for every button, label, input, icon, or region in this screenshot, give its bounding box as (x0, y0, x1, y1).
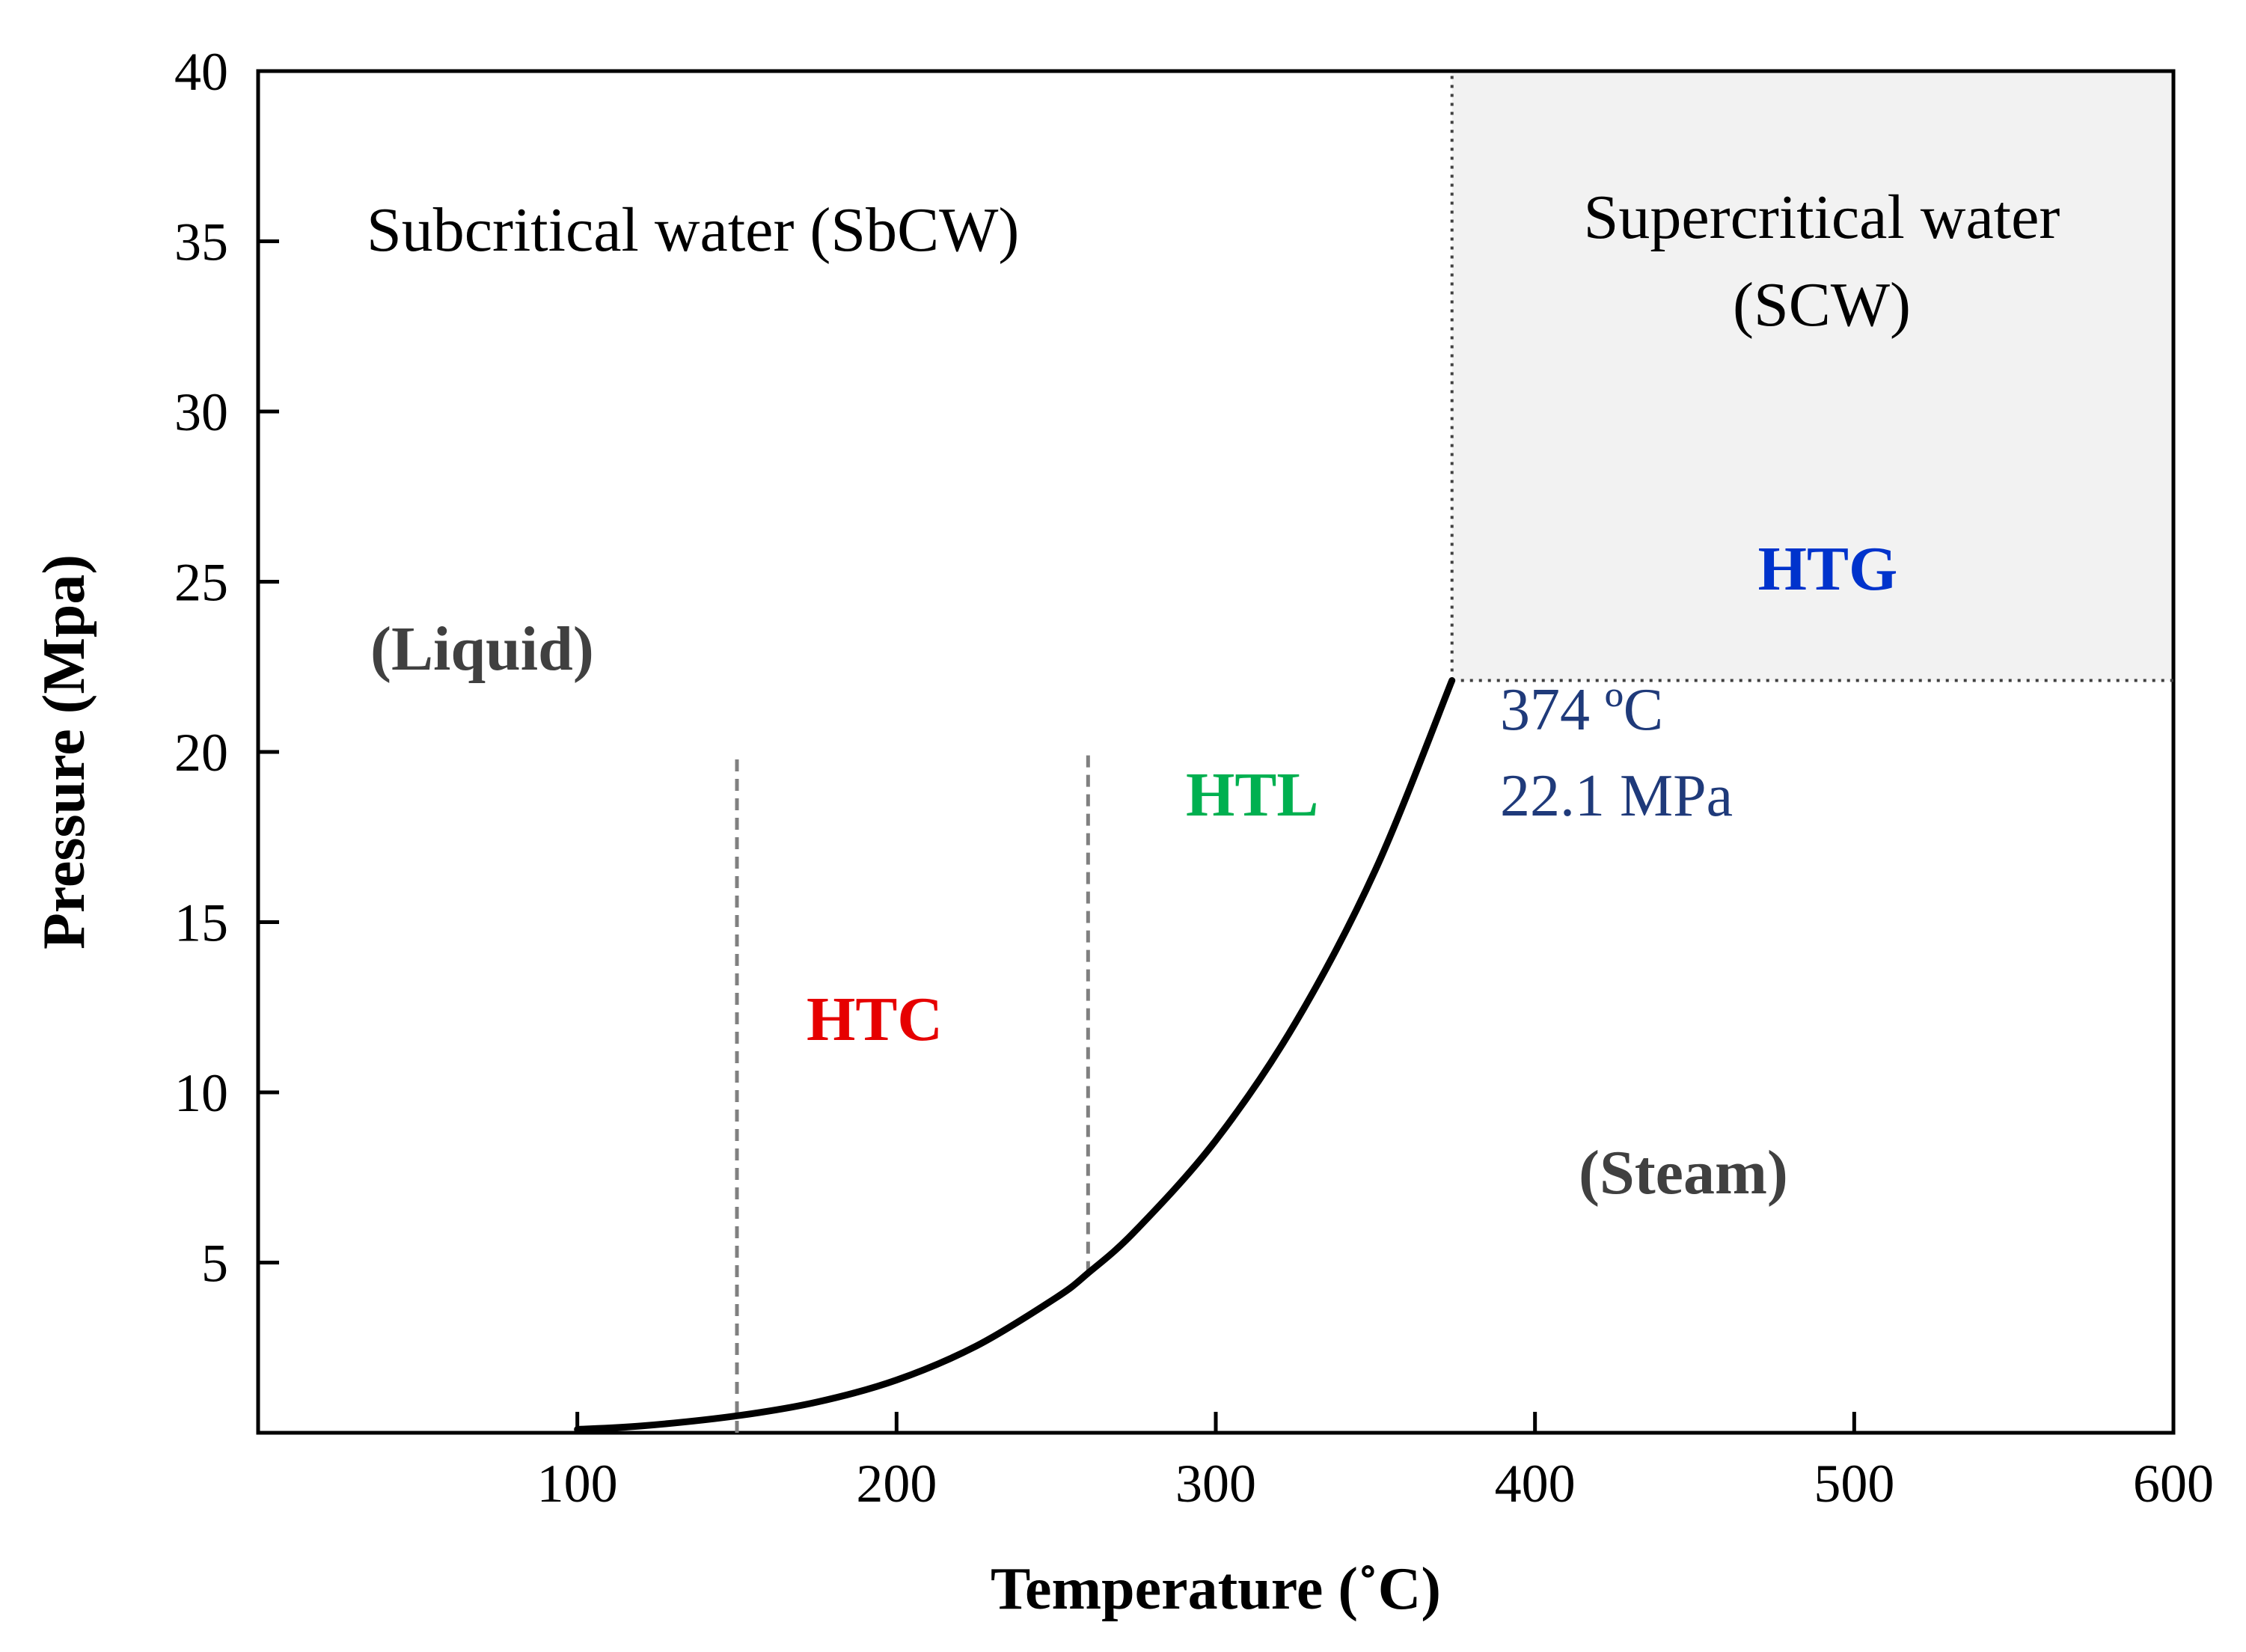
subcritical-water-label: Subcritical water (SbCW) (367, 195, 1019, 265)
reference-lines (735, 71, 2173, 1433)
htc-label: HTC (807, 985, 943, 1054)
supercritical-water-label: Supercritical water (1584, 183, 2060, 252)
htg-label: HTG (1758, 534, 1898, 604)
y-tick-label: 40 (174, 42, 228, 102)
supercritical-region-shade (1451, 71, 2173, 681)
steam-phase-label: (Steam) (1579, 1138, 1788, 1208)
vapor-pressure-curve (574, 677, 1456, 1433)
critical-pressure-label: 22.1 MPa (1500, 763, 1733, 829)
critical-temperature-label: 374 ºC (1500, 677, 1663, 743)
y-tick-label: 25 (174, 553, 228, 613)
x-tick-label: 400 (1495, 1454, 1576, 1514)
liquid-phase-label: (Liquid) (370, 614, 594, 684)
x-tick-label: 200 (856, 1454, 937, 1514)
x-tick-label: 300 (1175, 1454, 1256, 1514)
x-axis-ticks: 100 200 300 400 500 600 (537, 1412, 2214, 1514)
x-tick-label: 500 (1814, 1454, 1894, 1514)
y-axis-ticks: 5 10 15 20 25 30 35 40 (174, 42, 279, 1294)
x-tick-label: 100 (537, 1454, 618, 1514)
htl-label: HTL (1186, 760, 1318, 830)
x-axis-title: Temperature (˚C) (991, 1556, 1441, 1622)
supercritical-water-abbrev-label: (SCW) (1733, 270, 1911, 340)
y-tick-label: 30 (174, 382, 228, 442)
y-tick-label: 10 (174, 1063, 228, 1123)
y-axis-title: Pressure (Mpa) (31, 554, 97, 949)
y-tick-label: 20 (174, 723, 228, 783)
y-tick-label: 35 (174, 212, 228, 272)
y-tick-label: 15 (174, 893, 228, 953)
x-tick-label: 600 (2133, 1454, 2214, 1514)
y-tick-label: 5 (201, 1234, 228, 1294)
